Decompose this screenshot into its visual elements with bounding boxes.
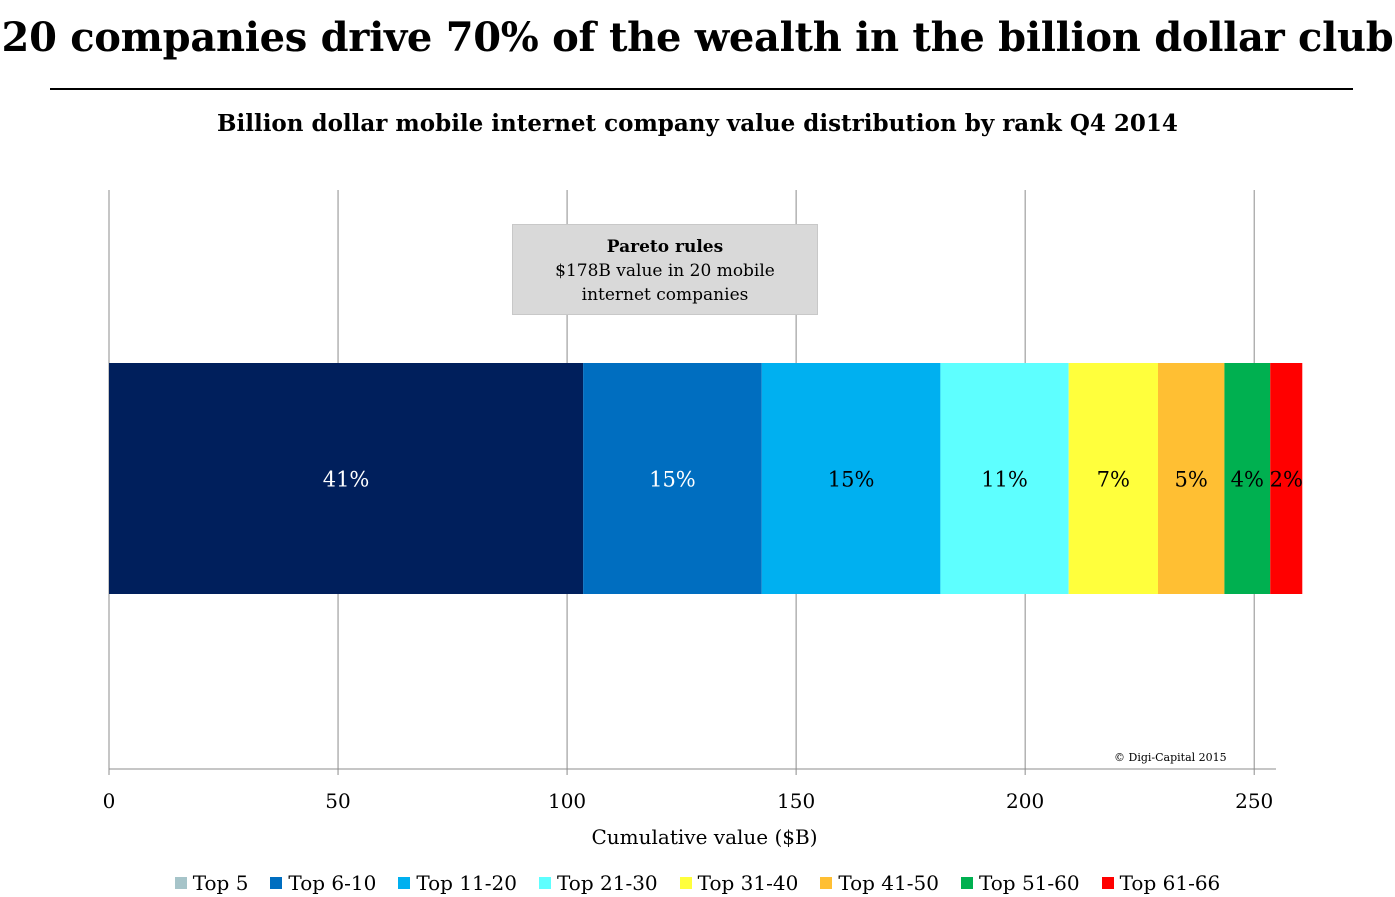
x-tick-label: 100 <box>548 789 586 813</box>
legend-swatch <box>960 877 973 889</box>
bar-data-label: 4% <box>1231 468 1264 492</box>
bar-segment-top-61-66 <box>1270 363 1303 594</box>
legend-item: Top 6-10 <box>270 870 376 896</box>
legend-swatch <box>679 877 692 889</box>
bar-segment-top-11-20 <box>761 363 941 594</box>
legend: Top 5 Top 6-10 Top 11-20 Top 21-30 Top 31-40… <box>0 870 1395 896</box>
x-axis-label: Cumulative value ($B) <box>591 825 818 849</box>
callout-body: $178B value in 20 mobile internet compan… <box>555 261 775 305</box>
bar-data-label: 15% <box>649 468 696 492</box>
legend-item: Top 21-30 <box>539 870 658 896</box>
bar-data-label: 15% <box>828 468 875 492</box>
x-tick-label: 250 <box>1235 789 1273 813</box>
copyright-notice: © Digi-Capital 2015 <box>1114 751 1227 764</box>
x-tick-label: 200 <box>1006 789 1044 813</box>
bar-data-label: 5% <box>1175 468 1208 492</box>
legend-item: Top 31-40 <box>679 870 799 896</box>
bar-segment-top-5 <box>109 363 584 594</box>
x-tick-label: 50 <box>325 789 350 813</box>
legend-label: Top 41-50 <box>838 871 939 895</box>
chart-title: Billion dollar mobile internet company v… <box>217 110 1178 137</box>
legend-item: Top 51-60 <box>960 870 1080 896</box>
bar-segment-top-31-40 <box>1068 363 1158 594</box>
legend-item: Top 5 <box>174 870 249 896</box>
bar-data-label: 41% <box>323 468 370 492</box>
legend-label: Top 11-20 <box>416 871 517 895</box>
legend-label: Top 6-10 <box>288 871 377 895</box>
legend-swatch <box>820 877 833 889</box>
bar-data-label: 11% <box>981 468 1028 492</box>
legend-label: Top 51-60 <box>978 871 1080 895</box>
bar-data-label: 7% <box>1097 468 1130 492</box>
legend-swatch <box>270 877 283 889</box>
x-tick-label: 0 <box>103 789 116 813</box>
bar-segment-top-51-60 <box>1224 363 1271 594</box>
legend-label: Top 21-30 <box>557 871 658 895</box>
legend-label: Top 5 <box>192 871 249 895</box>
pareto-callout: Pareto rules $178B value in 20 mobile in… <box>512 224 818 315</box>
legend-swatch <box>398 877 411 889</box>
bar-data-label: 2% <box>1270 468 1303 492</box>
legend-item: Top 41-50 <box>820 870 939 896</box>
legend-item: Top 11-20 <box>398 870 517 896</box>
title-divider <box>50 88 1353 90</box>
bar-labels: 41% 15% 15% 11% 7% 5% 4% 2% <box>323 468 1303 492</box>
page-title: 20 companies drive 70% of the wealth in … <box>1 14 1394 61</box>
x-axis-ticks: 0 50 100 150 200 250 <box>103 769 1273 813</box>
legend-swatch <box>1101 877 1114 889</box>
bar-segment-top-41-50 <box>1157 363 1225 594</box>
bar-segments <box>109 363 1303 594</box>
bar-segment-top-21-30 <box>940 363 1069 594</box>
legend-swatch <box>539 877 551 889</box>
legend-swatch <box>174 877 187 889</box>
legend-item: Top 61-66 <box>1101 870 1221 896</box>
bar-segment-top-6-10 <box>583 363 762 594</box>
x-tick-label: 150 <box>777 789 815 813</box>
legend-label: Top 61-66 <box>1119 871 1221 895</box>
legend-label: Top 31-40 <box>697 871 799 895</box>
callout-title: Pareto rules <box>606 237 724 257</box>
